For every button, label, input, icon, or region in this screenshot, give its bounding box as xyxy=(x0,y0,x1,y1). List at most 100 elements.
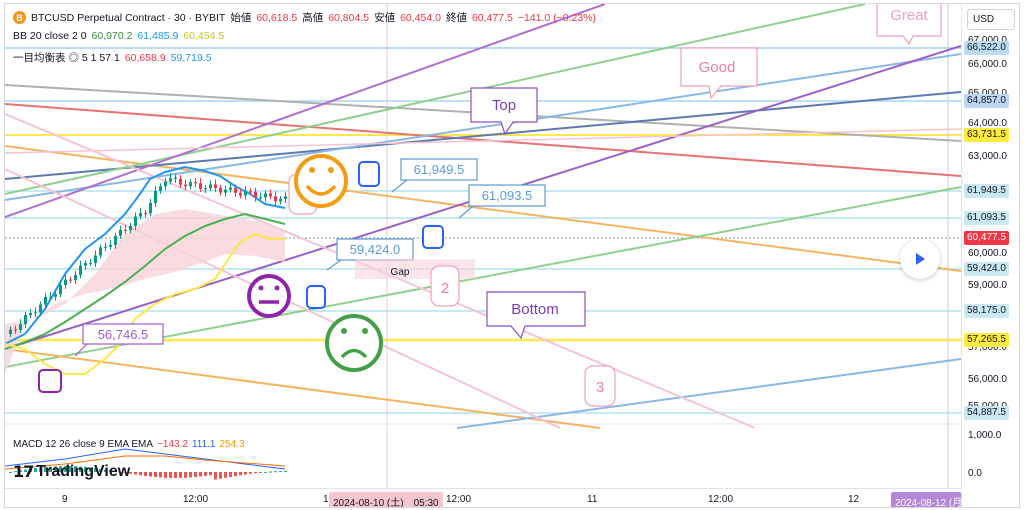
macd-histogram-bar xyxy=(234,472,237,477)
bb-basis-value: 60,970.2 xyxy=(91,30,133,42)
neutral-face-icon xyxy=(247,274,291,318)
great-bubble[interactable]: Great xyxy=(876,4,942,46)
candle-body xyxy=(44,296,47,305)
open-value: 60,618.5 xyxy=(256,11,298,24)
price-level-tag: 59,424.0 xyxy=(964,262,1009,276)
price-tick-label: 67,000.0 xyxy=(968,35,1007,46)
candle-body xyxy=(34,312,37,314)
macd-histogram-bar xyxy=(104,469,107,472)
ichimoku-label[interactable]: 一目均衡表 ◎ 5 1 57 1 xyxy=(13,52,120,64)
candle-body xyxy=(49,296,52,298)
macd-histogram-bar xyxy=(184,472,187,478)
callout-56746[interactable]: 56,746.5 xyxy=(74,323,164,357)
bb-basis-line xyxy=(5,165,286,345)
candle-body xyxy=(219,188,222,193)
candle-body xyxy=(269,193,272,197)
ichimoku-value-2: 59,719.5 xyxy=(170,51,212,64)
macd-histogram-bar xyxy=(254,472,257,474)
marker-3[interactable]: 3 xyxy=(584,365,616,407)
macd-histogram-bar xyxy=(209,472,212,476)
price-tick-label: 63,000.0 xyxy=(968,151,1007,162)
bottom-label: Bottom xyxy=(511,301,559,318)
macd-histogram-bar xyxy=(229,472,232,477)
chart-canvas[interactable]: Great Good Top Bottom 61,949.5 61,093.5 xyxy=(5,4,961,488)
macd-signal-line xyxy=(5,455,286,470)
good-bubble[interactable]: Good xyxy=(680,47,758,100)
time-label: 11 xyxy=(587,494,598,505)
bb-upper-value: 61,485.9 xyxy=(137,30,179,42)
macd-histogram-bar xyxy=(219,472,222,479)
price-tick-label: 64,000.0 xyxy=(968,118,1007,129)
candle-body xyxy=(74,275,77,281)
macd-histogram xyxy=(9,466,287,480)
price-tick-label: 65,000.0 xyxy=(968,88,1007,99)
marker-2-label: 2 xyxy=(441,280,449,297)
high-value: 60,804.5 xyxy=(328,11,370,24)
candle-body xyxy=(249,191,252,193)
symbol-legend[interactable]: B BTCUSD Perpetual Contract · 30 · BYBIT… xyxy=(13,10,596,25)
play-icon xyxy=(916,253,925,265)
macd-histogram-bar xyxy=(9,472,12,473)
candle-body xyxy=(139,213,142,217)
close-value: 60,477.5 xyxy=(471,11,513,24)
candle-body xyxy=(109,244,112,247)
macd-histogram-bar xyxy=(269,471,272,473)
candle-body xyxy=(114,235,117,245)
currency-selector[interactable]: USD xyxy=(967,9,1015,30)
trend-lines[interactable] xyxy=(5,4,961,429)
ichimoku-legend[interactable]: 一目均衡表 ◎ 5 1 57 1 60,658.9 59,719.5 xyxy=(13,50,212,65)
close-label: 終値 xyxy=(445,12,467,24)
bb-legend[interactable]: BB 20 close 2 0 60,970.2 61,485.9 60,454… xyxy=(13,30,224,42)
macd-tick-label: 1,000.0 xyxy=(968,430,1002,441)
macd-histogram-bar xyxy=(49,466,52,472)
marker-2[interactable]: 2 xyxy=(430,265,460,307)
macd-histogram-bar xyxy=(144,472,147,476)
callout-56746-label: 56,746.5 xyxy=(98,327,149,342)
candle-body xyxy=(254,191,257,198)
candle-body xyxy=(174,177,177,179)
macd-histogram-bar xyxy=(69,466,72,472)
ichimoku-cloud xyxy=(5,209,285,374)
macd-histogram-bar xyxy=(44,466,47,472)
bitcoin-coin-icon: B xyxy=(13,11,26,24)
price-level-tag: 61,949.5 xyxy=(964,184,1009,198)
top-bubble[interactable]: Top xyxy=(470,87,538,136)
price-axis[interactable]: 67,000.0 66,000.0 65,000.0 64,000.0 63,000.0… xyxy=(961,4,1019,507)
bb-label[interactable]: BB 20 close 2 0 xyxy=(13,30,87,42)
tradingview-logo[interactable]: 17 TradingView xyxy=(13,462,130,481)
candle-body xyxy=(149,203,152,214)
candle-body xyxy=(199,183,202,189)
macd-histogram-bar xyxy=(194,472,197,478)
macd-legend[interactable]: MACD 12 26 close 9 EMA EMA −143.2 111.1 … xyxy=(13,439,245,450)
time-label: 12:00 xyxy=(708,494,734,505)
tradingview-wordmark: TradingView xyxy=(36,462,131,480)
price-tick-label: 59,000.0 xyxy=(968,280,1007,291)
scroll-to-realtime-button[interactable] xyxy=(900,239,940,279)
callout-61093[interactable]: 61,093.5 xyxy=(458,184,546,219)
top-label: Top xyxy=(492,97,516,114)
macd-histogram-bar xyxy=(54,466,57,472)
macd-histogram-bar xyxy=(39,467,42,472)
macd-histogram-bar xyxy=(244,472,247,475)
callout-61949[interactable]: 61,949.5 xyxy=(391,158,478,193)
price-change: −141.0 (−0.23%) xyxy=(517,11,597,24)
price-tick-label: 56,000.0 xyxy=(968,374,1007,385)
open-label: 始値 xyxy=(230,12,252,24)
macd-histogram-bar xyxy=(179,472,182,478)
bb-lower-value: 60,454.5 xyxy=(183,30,225,42)
bottom-bubble[interactable]: Bottom xyxy=(486,291,586,340)
time-axis[interactable]: 9 12:00 10 2024-08-10 (土) 05:30 12:00 11… xyxy=(5,488,961,507)
macd-histogram-bar xyxy=(174,472,177,478)
candle-body xyxy=(129,225,132,231)
symbol-title[interactable]: BTCUSD Perpetual Contract · 30 · BYBIT xyxy=(31,11,226,24)
price-level-tag: 63,731.5 xyxy=(964,128,1009,142)
candle-body xyxy=(239,192,242,196)
price-level-tag: 58,175.0 xyxy=(964,304,1009,318)
candle-body xyxy=(84,263,87,266)
smile-face-icon xyxy=(294,154,348,208)
candle-body xyxy=(214,184,217,189)
gap-label: Gap xyxy=(391,267,410,278)
sad-face-icon xyxy=(325,314,383,372)
macd-label[interactable]: MACD 12 26 close 9 EMA EMA xyxy=(13,439,154,450)
macd-histogram-bar xyxy=(124,472,127,473)
